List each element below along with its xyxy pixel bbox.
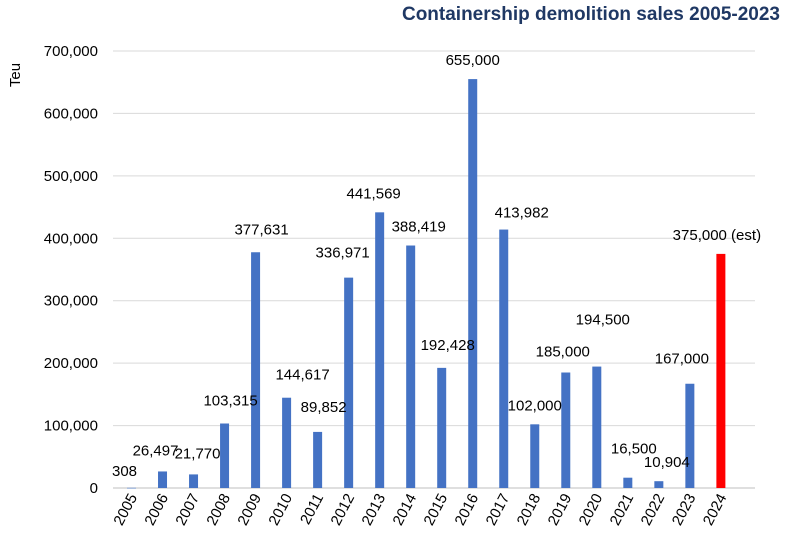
data-label-2008: 103,315 (203, 393, 257, 410)
data-label-2024: 375,000 (est) (673, 227, 761, 244)
bar-2023 (685, 383, 695, 488)
x-tick-label-2021: 2021 (607, 491, 638, 528)
x-tick-label-2016: 2016 (452, 491, 483, 528)
x-tick-label-2020: 2020 (576, 491, 607, 528)
y-tick-label: 700,000 (44, 43, 98, 60)
x-tick-label-2024: 2024 (700, 491, 731, 528)
x-tick-label-2023: 2023 (669, 491, 700, 528)
bar-2021 (623, 477, 633, 488)
x-tick-label-2009: 2009 (234, 491, 265, 528)
data-label-2017: 413,982 (495, 205, 549, 222)
data-label-2009: 377,631 (234, 221, 288, 238)
y-tick-label: 400,000 (44, 230, 98, 247)
data-label-2023: 167,000 (655, 351, 709, 368)
bar-2014 (406, 245, 416, 488)
bar-2013 (375, 212, 385, 488)
x-tick-label-2017: 2017 (483, 491, 514, 528)
data-label-2007: 21,770 (175, 445, 221, 462)
gridlines (113, 50, 755, 489)
x-tick-label-2022: 2022 (638, 491, 669, 528)
y-tick-label: 100,000 (44, 418, 98, 435)
data-label-2018: 102,000 (508, 397, 562, 414)
bar-2018 (530, 424, 540, 488)
y-tick-label: 600,000 (44, 105, 98, 122)
bar-2005 (127, 487, 136, 489)
x-tick-label-2015: 2015 (421, 491, 452, 528)
data-label-2015: 192,428 (421, 337, 475, 354)
x-tick-label-2012: 2012 (327, 491, 358, 528)
data-label-2011: 89,852 (301, 399, 347, 416)
x-tick-label-2018: 2018 (514, 491, 545, 528)
data-label-2013: 441,569 (347, 185, 401, 202)
x-tick-label-2011: 2011 (297, 491, 327, 527)
data-label-2014: 388,419 (392, 219, 446, 236)
bar-2017 (499, 229, 509, 488)
x-tick-label-2010: 2010 (265, 491, 296, 528)
bar-2008 (220, 423, 230, 488)
x-tick-label-2019: 2019 (545, 491, 576, 528)
data-label-2016: 655,000 (446, 52, 500, 69)
y-tick-label: 200,000 (44, 355, 98, 372)
bar-2010 (282, 397, 292, 488)
bar-2012 (344, 277, 354, 488)
data-label-2022: 10,904 (644, 454, 690, 471)
x-tick-label-2006: 2006 (141, 491, 172, 528)
data-label-2010: 144,617 (275, 367, 329, 384)
data-label-2021: 16,500 (611, 441, 657, 458)
bars (127, 79, 726, 489)
bar-2006 (158, 471, 168, 488)
x-tick-label-2014: 2014 (390, 491, 421, 528)
y-axis-label: Teu (7, 63, 24, 87)
bar-2009 (251, 252, 261, 488)
data-label-2006: 26,497 (133, 442, 179, 459)
y-tick-label: 500,000 (44, 168, 98, 185)
y-tick-label: 0 (90, 480, 98, 497)
bar-2007 (189, 474, 199, 488)
bar-2011 (313, 431, 323, 488)
bar-2016 (468, 79, 478, 488)
y-tick-label: 300,000 (44, 293, 98, 310)
data-label-2019: 185,000 (536, 344, 590, 361)
x-tick-label-2007: 2007 (172, 491, 203, 528)
data-label-2020: 194,500 (576, 312, 630, 329)
bar-2024 (716, 253, 726, 488)
y-axis-ticks: 0 100,000 200,000 300,000 400,000 500,000 600,… (44, 43, 98, 497)
data-label-2012: 336,971 (316, 245, 370, 262)
x-axis-ticks: 2005 2006 2007 2008 2009 2010 2011 2012 2013 2014… (110, 491, 730, 528)
bar-2022 (654, 481, 664, 488)
x-tick-label-2008: 2008 (203, 491, 234, 528)
chart-title: Containership demolition sales 2005-2023 (402, 4, 780, 25)
x-tick-label-2013: 2013 (359, 491, 390, 528)
bar-2015 (437, 367, 447, 488)
bar-2020 (592, 366, 602, 488)
data-label-2005: 308 (112, 463, 137, 480)
bar-2019 (561, 372, 571, 488)
x-tick-label-2005: 2005 (110, 491, 141, 528)
